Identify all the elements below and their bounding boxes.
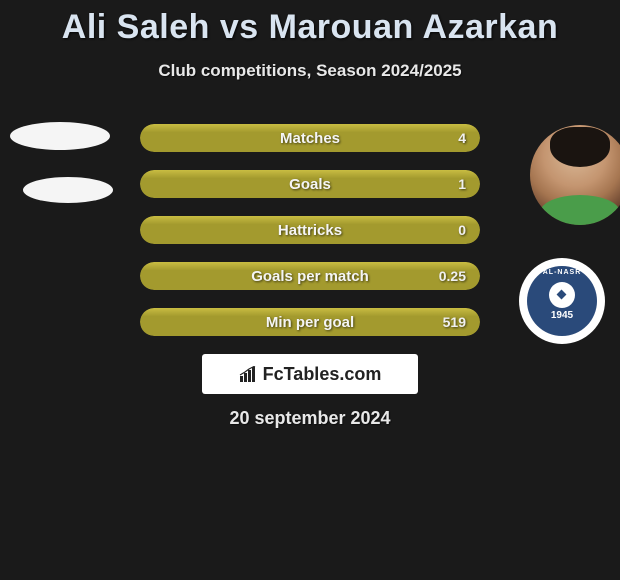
stat-bar: Min per goal519: [140, 308, 480, 336]
stat-bar: Goals per match0.25: [140, 262, 480, 290]
player2-club-badge: AL-NASR 1945: [519, 258, 605, 344]
bar-value: 1: [458, 176, 466, 192]
player1-avatar-placeholder: [10, 122, 110, 150]
bar-value: 0: [458, 222, 466, 238]
bar-value: 519: [443, 314, 466, 330]
bar-value: 0.25: [439, 268, 466, 284]
bar-value: 4: [458, 130, 466, 146]
stat-bar: Hattricks0: [140, 216, 480, 244]
stat-bar: Goals1: [140, 170, 480, 198]
subtitle: Club competitions, Season 2024/2025: [0, 61, 620, 81]
club-name-text: AL-NASR: [543, 269, 582, 276]
stat-bar: Matches4: [140, 124, 480, 152]
player2-avatar: [530, 125, 620, 225]
soccer-ball-icon: [549, 282, 575, 308]
brand-text: FcTables.com: [263, 364, 382, 385]
bar-chart-icon: [239, 366, 259, 382]
brand-watermark: FcTables.com: [202, 354, 418, 394]
bar-label: Min per goal: [140, 314, 480, 331]
bar-label: Goals per match: [140, 268, 480, 285]
bar-label: Matches: [140, 130, 480, 147]
player1-club-placeholder: [23, 177, 113, 203]
page-title: Ali Saleh vs Marouan Azarkan: [0, 0, 620, 47]
bar-label: Goals: [140, 176, 480, 193]
bar-label: Hattricks: [140, 222, 480, 239]
stats-bar-chart: Matches4Goals1Hattricks0Goals per match0…: [140, 124, 480, 354]
club-year-text: 1945: [551, 310, 573, 321]
date-text: 20 september 2024: [0, 408, 620, 429]
